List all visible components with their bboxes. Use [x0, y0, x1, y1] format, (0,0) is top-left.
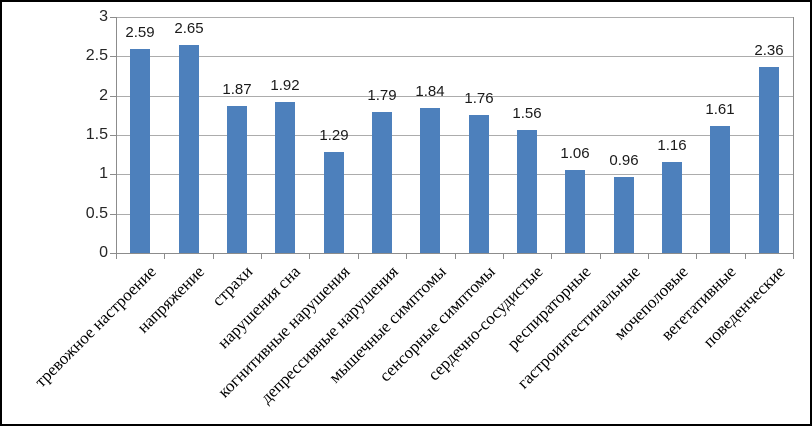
bar-value-label: 2.59	[125, 24, 155, 41]
bar-value-label: 1.16	[657, 137, 687, 154]
y-axis-tick	[110, 253, 116, 254]
bar-value-label: 1.76	[464, 90, 494, 107]
bar	[179, 45, 199, 253]
bar-value-label: 1.87	[222, 81, 252, 98]
x-axis-tick	[116, 253, 117, 259]
gridline	[116, 174, 793, 175]
bar	[130, 49, 150, 253]
y-axis-tick	[110, 17, 116, 18]
x-axis-tick	[213, 253, 214, 259]
bar	[759, 67, 779, 253]
gridline	[116, 56, 793, 57]
bar-value-label: 2.65	[174, 20, 204, 37]
y-axis-tick	[110, 96, 116, 97]
x-axis-tick	[551, 253, 552, 259]
bar-value-label: 1.29	[319, 127, 349, 144]
y-axis-tick-label: 1.5	[85, 126, 108, 143]
bar	[710, 126, 730, 253]
bar-value-label: 1.56	[512, 105, 542, 122]
bar	[469, 115, 489, 253]
y-axis-tick	[110, 135, 116, 136]
x-axis-tick	[600, 253, 601, 259]
bar-value-label: 1.84	[415, 83, 445, 100]
y-axis-tick-label: 2.5	[85, 47, 108, 64]
x-axis-category-label: респираторные	[503, 262, 595, 354]
gridline	[116, 96, 793, 97]
x-axis-tick	[309, 253, 310, 259]
y-axis-tick-label: 2	[99, 87, 108, 104]
bar	[227, 106, 247, 253]
y-axis-line	[116, 17, 117, 259]
bar-value-label: 1.06	[560, 145, 590, 162]
x-axis-line	[110, 253, 793, 254]
x-axis-tick	[503, 253, 504, 259]
bar	[517, 130, 537, 253]
bar	[420, 108, 440, 253]
x-axis-tick	[455, 253, 456, 259]
bar-value-label: 1.92	[270, 77, 300, 94]
gridline	[116, 214, 793, 215]
x-axis-tick	[358, 253, 359, 259]
x-axis-tick	[406, 253, 407, 259]
bar-value-label: 1.79	[367, 87, 397, 104]
x-axis-tick	[745, 253, 746, 259]
y-axis-tick	[110, 174, 116, 175]
y-axis-tick-label: 0	[99, 244, 108, 261]
x-axis-tick	[793, 253, 794, 259]
bar	[662, 162, 682, 253]
bar-value-label: 2.36	[754, 42, 784, 59]
bar	[372, 112, 392, 253]
plot-right-border	[793, 17, 794, 253]
bar	[565, 170, 585, 253]
gridline	[116, 17, 793, 18]
bar	[614, 177, 634, 253]
y-axis-tick	[110, 56, 116, 57]
x-axis-tick	[648, 253, 649, 259]
bar-value-label: 0.96	[609, 152, 639, 169]
x-axis-tick	[696, 253, 697, 259]
gridline	[116, 135, 793, 136]
x-axis-tick	[164, 253, 165, 259]
bar	[275, 102, 295, 253]
y-axis-tick-label: 0.5	[85, 205, 108, 222]
x-axis-tick	[261, 253, 262, 259]
y-axis-tick	[110, 214, 116, 215]
bar	[324, 152, 344, 253]
bar-value-label: 1.61	[705, 101, 735, 118]
y-axis-tick-label: 3	[99, 8, 108, 25]
y-axis-tick-label: 1	[99, 165, 108, 182]
